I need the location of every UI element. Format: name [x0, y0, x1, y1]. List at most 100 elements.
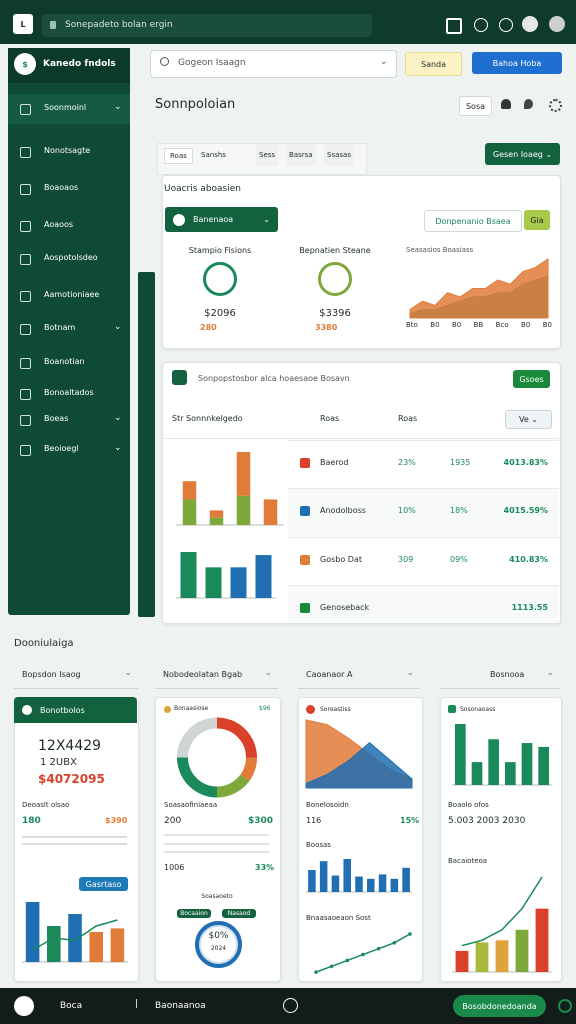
bar — [367, 878, 375, 892]
row-icon — [300, 555, 310, 565]
dropdown-label: Caoanaor A — [306, 670, 353, 679]
filter[interactable]: Ve ⌄ — [505, 410, 552, 429]
dropdown[interactable]: Bosnooa ⌄ — [440, 664, 560, 689]
brand-name: Kanedo fndols — [43, 59, 116, 69]
tab[interactable]: Ssasas — [324, 144, 354, 166]
bar — [378, 874, 387, 892]
app-logo[interactable]: L — [13, 14, 33, 34]
nav-item[interactable]: Nonotsagte — [44, 146, 91, 155]
separator: | — [135, 999, 139, 1009]
nav-item[interactable]: Aoaoos — [44, 220, 74, 229]
filter-button[interactable]: Sosa — [459, 96, 492, 116]
nav-item[interactable]: Botnam — [44, 323, 76, 332]
nav-item[interactable]: Bonoaltados — [44, 388, 94, 397]
avatar[interactable] — [522, 16, 538, 32]
area-chart — [409, 258, 549, 319]
bar — [68, 914, 82, 962]
x-label: Bto — [406, 321, 418, 329]
icon[interactable] — [283, 998, 298, 1013]
button[interactable]: Bahoa Hoba — [472, 52, 562, 74]
nav-item[interactable]: Soonmoinl — [44, 103, 87, 112]
nav-item[interactable]: Aospotolsdeo — [44, 253, 98, 262]
tab[interactable]: Bocaaion — [177, 909, 211, 918]
chart — [314, 932, 412, 974]
sub-title: Bacaioteoa — [448, 857, 488, 865]
filter-button[interactable]: Gia — [524, 210, 550, 230]
bar — [505, 762, 516, 785]
chart — [305, 719, 413, 789]
bar — [488, 739, 499, 785]
notification-icon[interactable] — [446, 18, 462, 34]
settings-icon[interactable] — [549, 99, 562, 112]
nav-item[interactable]: Boanotian — [44, 357, 85, 366]
chart — [452, 724, 552, 786]
chevron: ⌄ — [114, 322, 122, 332]
cell: 18% — [450, 506, 468, 515]
user-icon[interactable] — [501, 99, 511, 109]
bar — [535, 908, 549, 972]
bar — [230, 567, 247, 598]
button[interactable]: Bosobdonedoanda — [453, 995, 546, 1017]
button[interactable]: Gasrtaso — [79, 877, 128, 891]
button[interactable]: Sanda — [405, 52, 462, 76]
x-label: B0 — [451, 321, 462, 329]
nav-icon — [20, 389, 31, 400]
stat-icon — [318, 262, 352, 296]
chart — [306, 859, 412, 893]
donut-slice — [240, 757, 257, 782]
nav-item[interactable]: Boaoaos — [44, 183, 79, 192]
button[interactable]: Gsoes — [513, 370, 550, 388]
tab[interactable]: Sess — [256, 144, 279, 166]
nav-item[interactable]: Beoioegl — [44, 444, 79, 453]
bar — [47, 926, 61, 962]
icon — [164, 706, 171, 713]
tab[interactable]: Basrsa — [286, 144, 316, 166]
action-button[interactable]: Gesen Ioaeg ⌄ — [485, 143, 560, 165]
tab[interactable]: Roas — [164, 148, 193, 164]
right-value: 15% — [400, 816, 420, 825]
dropdown[interactable]: Nobodeolatan Bgab ⌄ — [155, 664, 278, 689]
tab[interactable]: Sanshs — [201, 151, 226, 159]
pin-icon[interactable] — [524, 99, 533, 109]
dropdown-label: Nobodeolatan Bgab — [163, 670, 243, 679]
filter-box[interactable]: Donpenanio Bsaea — [424, 210, 522, 232]
chevron: ⌄ — [406, 668, 414, 678]
chart — [22, 902, 128, 963]
card-icon — [172, 370, 187, 385]
x-label: BB — [473, 321, 484, 329]
bar-segment — [209, 517, 224, 525]
point — [361, 952, 365, 957]
page-title: Sonnpoloian — [155, 97, 236, 112]
point — [408, 932, 412, 936]
divider — [162, 438, 559, 439]
cell: 1935 — [450, 458, 471, 467]
nav-icon — [20, 147, 31, 158]
dropdown[interactable]: Banenaoa ⌄ — [165, 207, 278, 232]
badge: $96 — [259, 705, 271, 712]
bar-chart — [176, 552, 276, 599]
search-box[interactable] — [150, 50, 397, 78]
nav-item[interactable]: Boeas — [44, 414, 69, 423]
right-value: $300 — [248, 816, 274, 826]
stat-value: $2096 — [204, 308, 236, 319]
tab[interactable]: Nasaod — [222, 909, 256, 918]
dropdown[interactable]: Caoanaor A ⌄ — [298, 664, 420, 689]
nav-icon — [20, 415, 31, 426]
chevron: ⌄ — [546, 668, 554, 678]
dropdown[interactable]: Bopsdon Isaog ⌄ — [14, 664, 138, 689]
avatar[interactable] — [549, 16, 565, 32]
logo[interactable] — [14, 996, 34, 1016]
icon[interactable] — [558, 999, 572, 1013]
row-icon — [300, 458, 310, 468]
nav-item[interactable]: Aamotioniaee — [44, 290, 100, 299]
gauge-value: $0% — [208, 931, 229, 941]
dropdown-label: Banenaoa — [193, 215, 234, 224]
chat-icon[interactable] — [499, 18, 513, 32]
icon — [22, 705, 32, 715]
clock-icon[interactable] — [474, 18, 488, 32]
bar-segment — [236, 452, 251, 496]
action-label: Gesen Ioaeg — [492, 149, 543, 159]
placeholder — [22, 843, 127, 845]
address-bar[interactable] — [42, 14, 372, 37]
nav-icon — [20, 254, 31, 265]
